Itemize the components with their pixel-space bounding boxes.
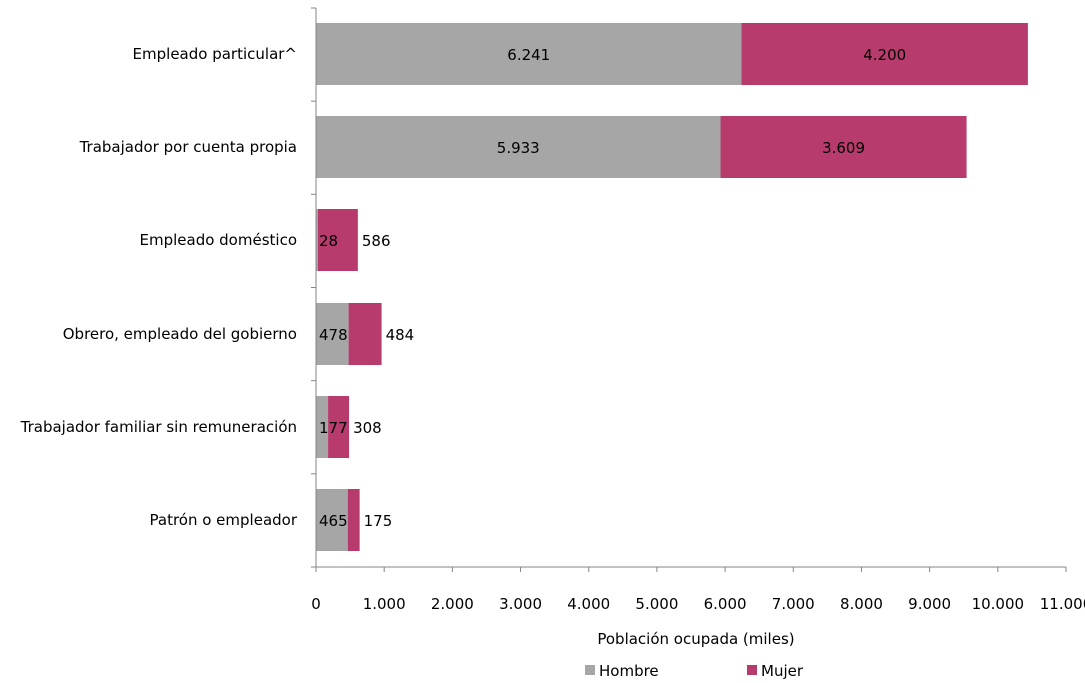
data-label-mujer-empleado-particular: 4.200 [863, 46, 906, 64]
legend-label-mujer: Mujer [761, 662, 804, 680]
bar-hombre-trabajador-por-cuenta-propia [316, 116, 721, 178]
axis-layer: 0 1.000 2.000 3.000 4.000 5.000 6.000 7.000 8.00… [311, 7, 1085, 613]
category-label-trabajador-familiar-sin-remuneracion: Trabajador familiar sin remuneración [20, 418, 297, 436]
bar-mujer-patron-o-empleador [347, 489, 360, 551]
x-tick-label: 8.000 [840, 595, 883, 613]
data-label-mujer-empleado-domestico: 586 [362, 232, 391, 250]
labels-layer: Empleado particular^ 6.241 4.200 Trabajador… [20, 45, 907, 530]
x-tick-label: 7.000 [772, 595, 815, 613]
x-tick-label: 2.000 [431, 595, 474, 613]
legend: Hombre Mujer [585, 662, 804, 680]
category-label-trabajador-por-cuenta-propia: Trabajador por cuenta propia [79, 138, 297, 156]
x-tick-label: 0 [311, 595, 321, 613]
data-label-inline-empleado-domestico: 28 [319, 232, 338, 250]
x-tick-label: 1.000 [363, 595, 406, 613]
data-label-hombre-trabajador-por-cuenta-propia: 5.933 [497, 139, 540, 157]
x-tick-label: 6.000 [704, 595, 747, 613]
bar-mujer-empleado-particular [741, 23, 1028, 85]
bar-hombre-patron-o-empleador [316, 489, 348, 551]
bar-mujer-empleado-domestico [317, 209, 358, 271]
category-label-obrero-empleado-del-gobierno: Obrero, empleado del gobierno [63, 325, 297, 343]
data-label-hombre-empleado-particular: 6.241 [507, 46, 550, 64]
bar-hombre-empleado-domestico [316, 209, 318, 271]
category-label-empleado-domestico: Empleado doméstico [140, 231, 298, 249]
bars-layer [316, 23, 1028, 551]
x-axis-title: Población ocupada (miles) [597, 630, 794, 648]
bar-mujer-trabajador-por-cuenta-propia [720, 116, 967, 178]
legend-label-hombre: Hombre [599, 662, 659, 680]
legend-swatch-hombre [585, 665, 595, 675]
bar-hombre-empleado-particular [316, 23, 742, 85]
data-label-mujer-trabajador-por-cuenta-propia: 3.609 [822, 139, 865, 157]
data-label-hombre-obrero-empleado-del-gobierno: 478 [319, 326, 348, 344]
x-tick-label: 5.000 [635, 595, 678, 613]
x-tick-label: 3.000 [499, 595, 542, 613]
x-tick-label: 4.000 [567, 595, 610, 613]
bar-hombre-obrero-empleado-del-gobierno [316, 303, 349, 365]
x-tick-label: 11.000 [1040, 595, 1085, 613]
category-label-patron-o-empleador: Patrón o empleador [150, 511, 298, 529]
legend-swatch-mujer [747, 665, 757, 675]
data-label-mujer-obrero-empleado-del-gobierno: 484 [386, 326, 415, 344]
bar-mujer-trabajador-familiar-sin-remuneracion [328, 396, 350, 458]
data-label-mujer-trabajador-familiar-sin-remuneracion: 308 [353, 419, 382, 437]
bar-mujer-obrero-empleado-del-gobierno [348, 303, 382, 365]
x-tick-label: 9.000 [908, 595, 951, 613]
data-label-mujer-patron-o-empleador: 175 [364, 512, 393, 530]
category-label-empleado-particular: Empleado particular^ [133, 45, 297, 63]
data-label-hombre-trabajador-familiar-sin-remuneracion: 177 [319, 419, 348, 437]
data-label-hombre-patron-o-empleador: 465 [319, 512, 348, 530]
x-tick-label: 10.000 [972, 595, 1025, 613]
bar-hombre-trabajador-familiar-sin-remuneracion [316, 396, 329, 458]
